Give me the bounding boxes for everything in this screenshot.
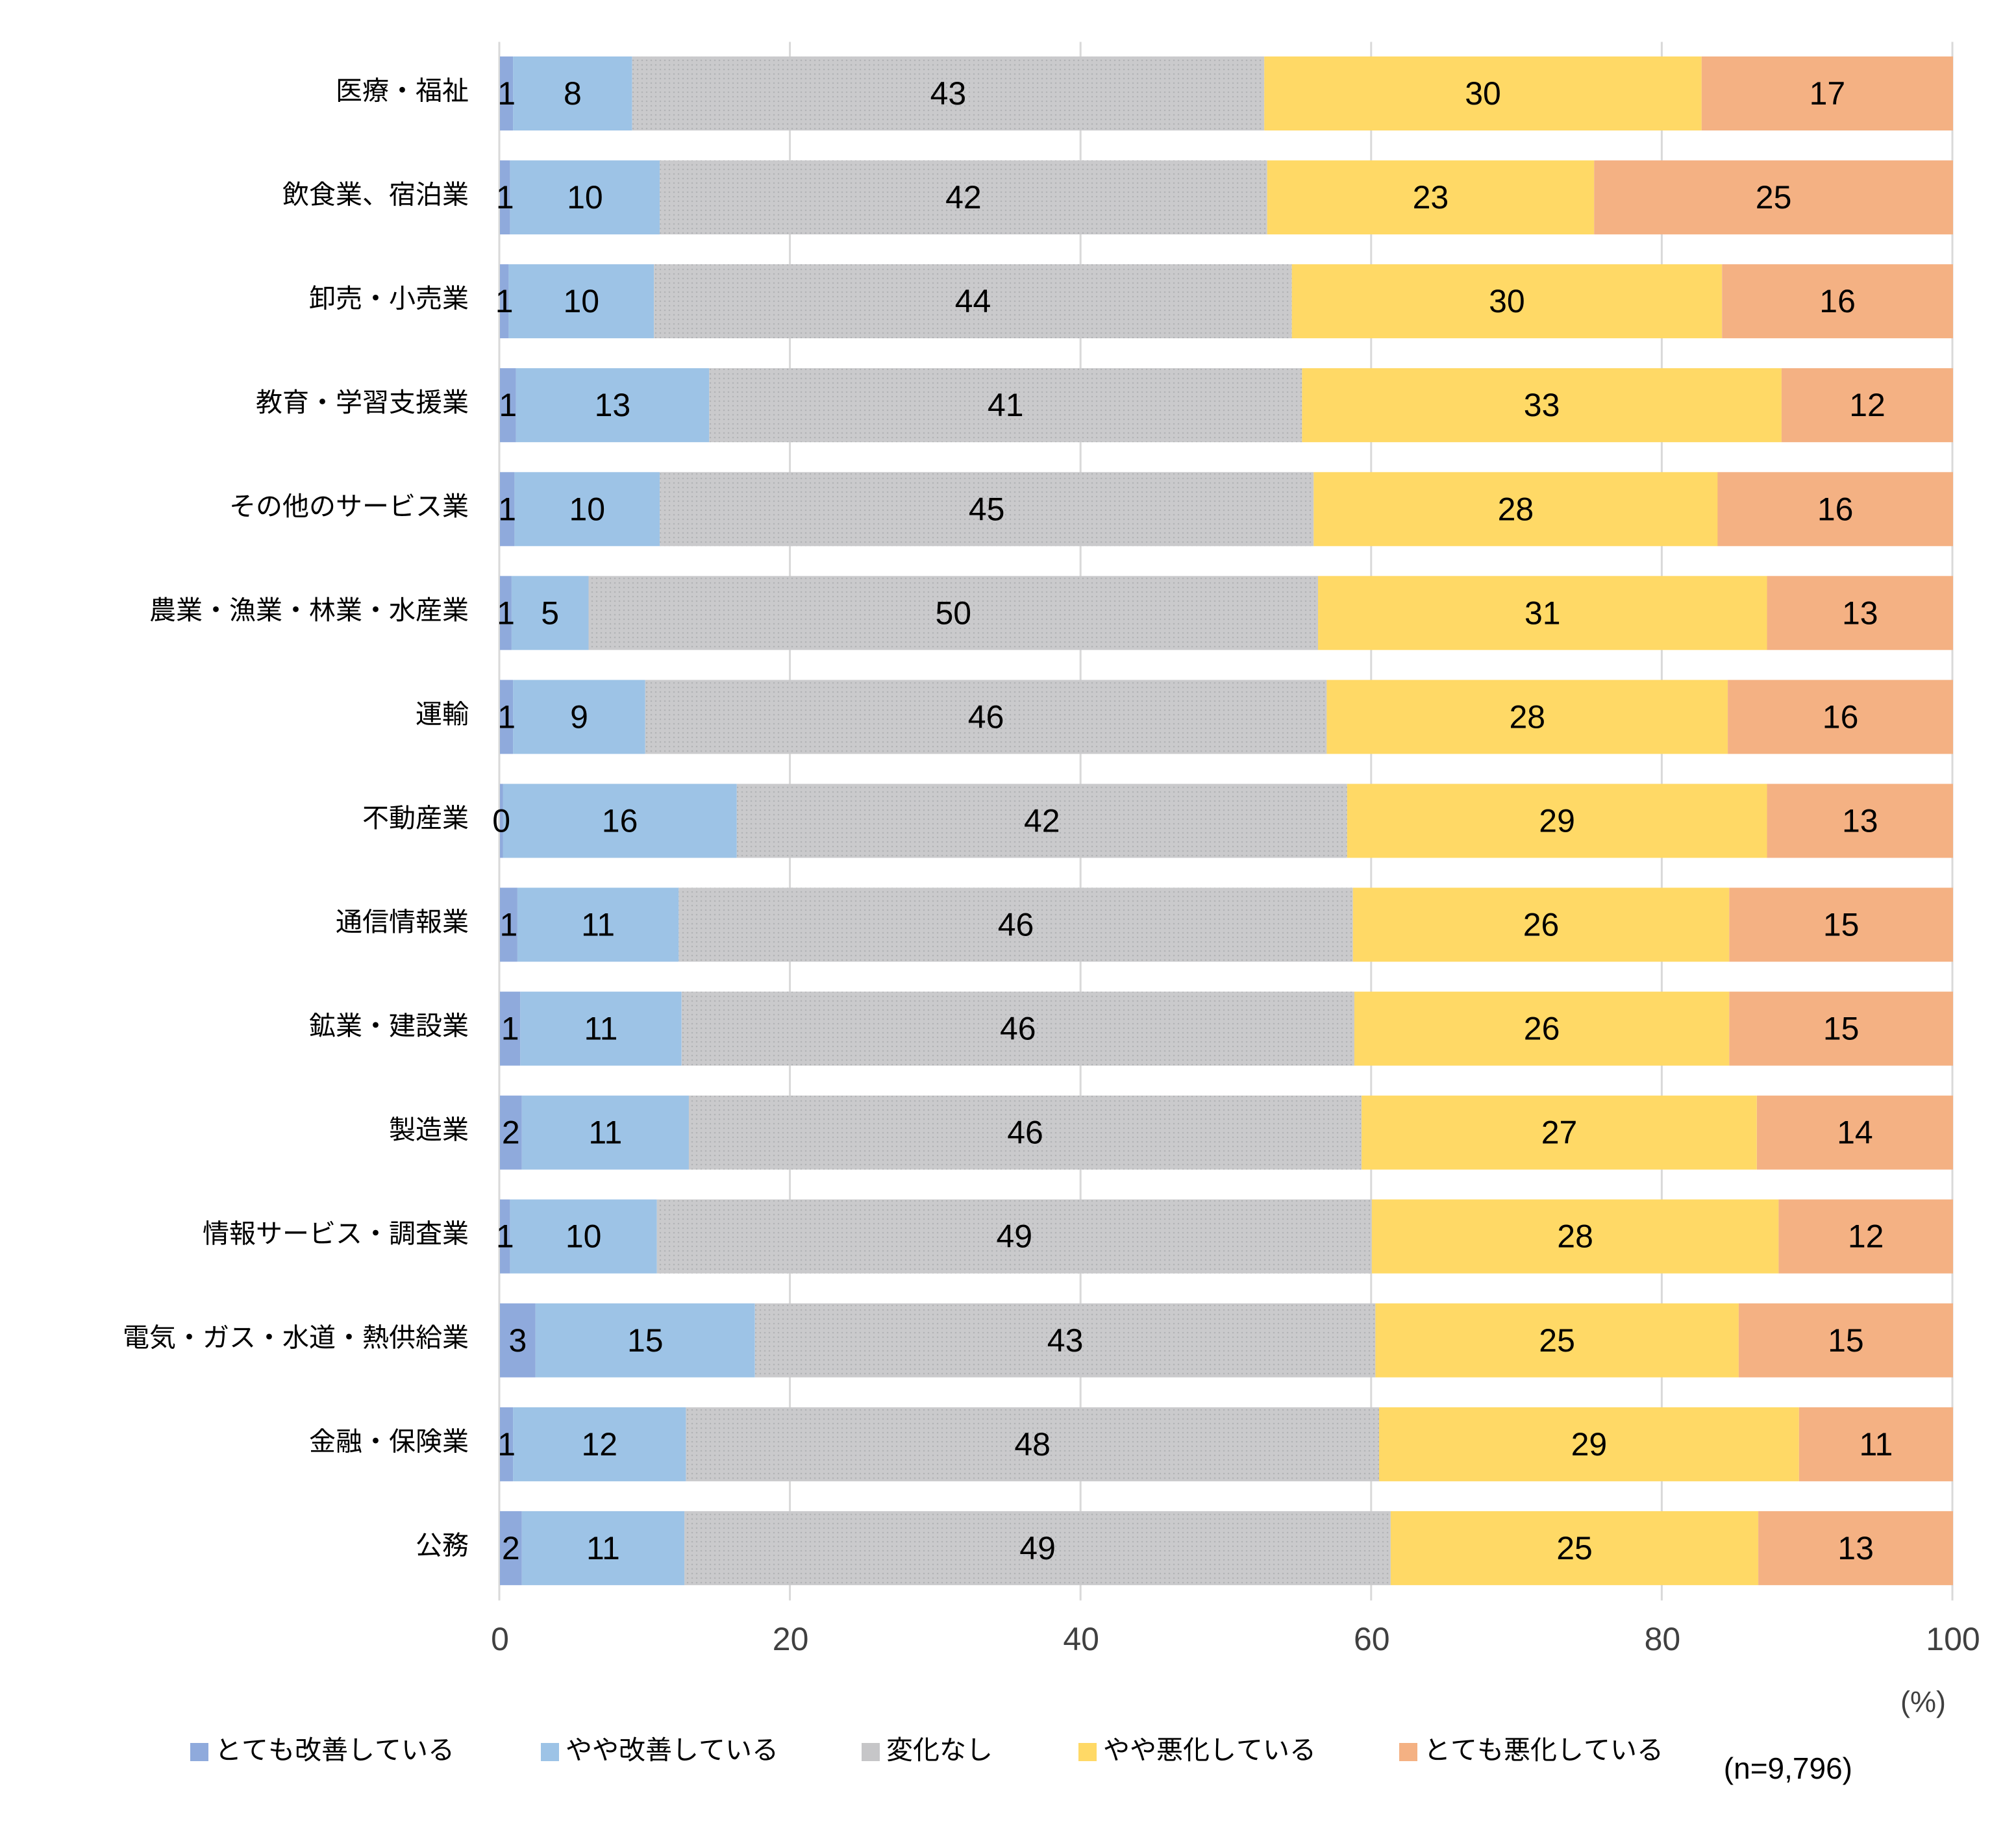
svg-text:1: 1 (499, 387, 517, 423)
svg-text:13: 13 (1837, 1530, 1874, 1566)
svg-text:(%): (%) (1900, 1685, 1946, 1718)
svg-text:9: 9 (570, 698, 588, 735)
svg-text:17: 17 (1810, 75, 1846, 112)
svg-text:15: 15 (627, 1322, 664, 1359)
svg-text:41: 41 (988, 387, 1024, 423)
svg-text:1: 1 (496, 1218, 514, 1255)
svg-text:40: 40 (1063, 1621, 1099, 1657)
svg-text:1: 1 (495, 283, 514, 319)
svg-text:46: 46 (998, 907, 1034, 943)
svg-text:43: 43 (930, 75, 967, 112)
svg-text:30: 30 (1465, 75, 1501, 112)
svg-text:13: 13 (1842, 595, 1878, 631)
svg-text:43: 43 (1047, 1322, 1084, 1359)
svg-text:1: 1 (498, 491, 516, 527)
svg-text:30: 30 (1489, 283, 1525, 319)
svg-text:31: 31 (1524, 595, 1561, 631)
svg-text:10: 10 (567, 179, 603, 216)
svg-text:1: 1 (496, 179, 514, 216)
svg-text:28: 28 (1498, 491, 1534, 527)
svg-text:10: 10 (563, 283, 599, 319)
svg-text:25: 25 (1556, 1530, 1593, 1566)
svg-text:16: 16 (1817, 491, 1854, 527)
svg-text:25: 25 (1756, 179, 1792, 216)
svg-text:28: 28 (1557, 1218, 1593, 1255)
svg-text:16: 16 (1819, 283, 1856, 319)
svg-text:13: 13 (1842, 803, 1878, 839)
svg-text:14: 14 (1837, 1115, 1873, 1151)
svg-text:12: 12 (581, 1426, 617, 1463)
svg-text:80: 80 (1645, 1621, 1681, 1657)
svg-text:12: 12 (1849, 387, 1885, 423)
svg-text:29: 29 (1539, 803, 1575, 839)
svg-text:11: 11 (584, 1011, 618, 1047)
svg-text:23: 23 (1413, 179, 1449, 216)
svg-text:49: 49 (996, 1218, 1032, 1255)
svg-text:10: 10 (569, 491, 605, 527)
svg-text:(n=9,796): (n=9,796) (1724, 1751, 1852, 1785)
svg-text:10: 10 (566, 1218, 602, 1255)
svg-text:46: 46 (1007, 1115, 1043, 1151)
svg-text:15: 15 (1823, 907, 1860, 943)
svg-text:50: 50 (935, 595, 971, 631)
svg-text:15: 15 (1823, 1011, 1860, 1047)
svg-text:1: 1 (497, 1426, 516, 1463)
svg-text:5: 5 (541, 595, 559, 631)
svg-text:25: 25 (1539, 1322, 1575, 1359)
svg-text:20: 20 (773, 1621, 809, 1657)
svg-text:11: 11 (588, 1115, 622, 1151)
svg-text:49: 49 (1019, 1530, 1056, 1566)
svg-text:1: 1 (497, 595, 515, 631)
svg-text:26: 26 (1523, 907, 1560, 943)
svg-text:0: 0 (491, 1621, 509, 1657)
svg-text:33: 33 (1524, 387, 1560, 423)
svg-text:48: 48 (1014, 1426, 1051, 1463)
svg-text:45: 45 (969, 491, 1005, 527)
svg-text:2: 2 (502, 1115, 520, 1151)
svg-text:46: 46 (968, 698, 1004, 735)
svg-text:60: 60 (1354, 1621, 1390, 1657)
svg-text:16: 16 (602, 803, 638, 839)
svg-text:46: 46 (1000, 1011, 1036, 1047)
svg-text:13: 13 (595, 387, 631, 423)
svg-text:44: 44 (955, 283, 991, 319)
svg-text:11: 11 (581, 907, 615, 943)
svg-text:2: 2 (502, 1530, 520, 1566)
svg-text:11: 11 (1859, 1426, 1893, 1463)
svg-text:16: 16 (1823, 698, 1859, 735)
svg-text:8: 8 (564, 75, 582, 112)
svg-text:3: 3 (508, 1322, 527, 1359)
svg-text:15: 15 (1828, 1322, 1864, 1359)
svg-text:1: 1 (499, 907, 517, 943)
svg-text:1: 1 (497, 75, 516, 112)
svg-text:42: 42 (1024, 803, 1060, 839)
svg-text:12: 12 (1848, 1218, 1884, 1255)
svg-text:28: 28 (1509, 698, 1545, 735)
svg-text:26: 26 (1524, 1011, 1560, 1047)
svg-text:1: 1 (497, 698, 516, 735)
svg-text:27: 27 (1541, 1115, 1578, 1151)
svg-text:0: 0 (492, 803, 510, 839)
svg-text:11: 11 (586, 1530, 620, 1566)
svg-text:1: 1 (501, 1011, 519, 1047)
svg-text:42: 42 (945, 179, 982, 216)
svg-text:100: 100 (1926, 1621, 1980, 1657)
svg-text:29: 29 (1571, 1426, 1608, 1463)
